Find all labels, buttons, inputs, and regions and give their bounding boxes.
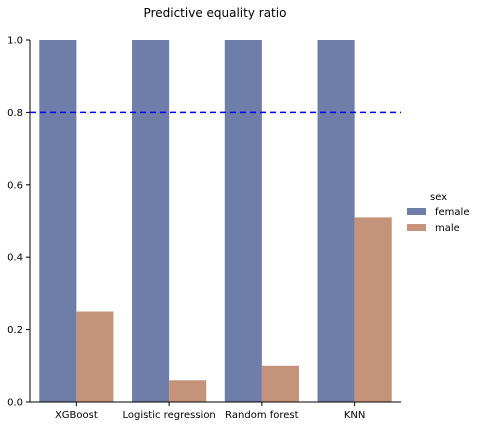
- bar-female-3: [224, 40, 262, 402]
- x-tick-label: XGBoost: [55, 410, 98, 421]
- y-tick-label: 0.6: [7, 180, 23, 191]
- legend: sex female male: [407, 192, 469, 234]
- legend-swatch-female: [407, 208, 426, 215]
- chart-title: Predictive equality ratio: [144, 6, 287, 20]
- bar-male-1: [76, 311, 114, 402]
- y-tick-label: 0.0: [7, 398, 23, 409]
- bar-female-2: [132, 40, 170, 402]
- x-axis: XGBoost Logistic regression Random forest K…: [30, 401, 401, 421]
- x-tick-label: KNN: [344, 410, 366, 421]
- bar-female-1: [39, 40, 77, 402]
- x-tick-label: Random forest: [225, 410, 298, 421]
- bar-male-2: [169, 380, 207, 402]
- legend-swatch-male: [407, 224, 426, 231]
- bar-male-4: [354, 217, 392, 402]
- legend-label-female: female: [435, 207, 469, 218]
- legend-label-male: male: [435, 223, 460, 234]
- x-tick-label: Logistic regression: [122, 410, 215, 421]
- legend-title: sex: [430, 192, 447, 203]
- y-axis: 0.0 0.2 0.4 0.6 0.8 1.0: [7, 36, 31, 409]
- y-tick-label: 0.8: [7, 108, 23, 119]
- y-tick-label: 1.0: [7, 36, 23, 47]
- y-tick-label: 0.2: [7, 325, 23, 336]
- bars-group: [39, 40, 392, 402]
- bar-male-3: [261, 365, 299, 402]
- bar-female-4: [317, 40, 355, 402]
- y-tick-label: 0.4: [7, 253, 23, 264]
